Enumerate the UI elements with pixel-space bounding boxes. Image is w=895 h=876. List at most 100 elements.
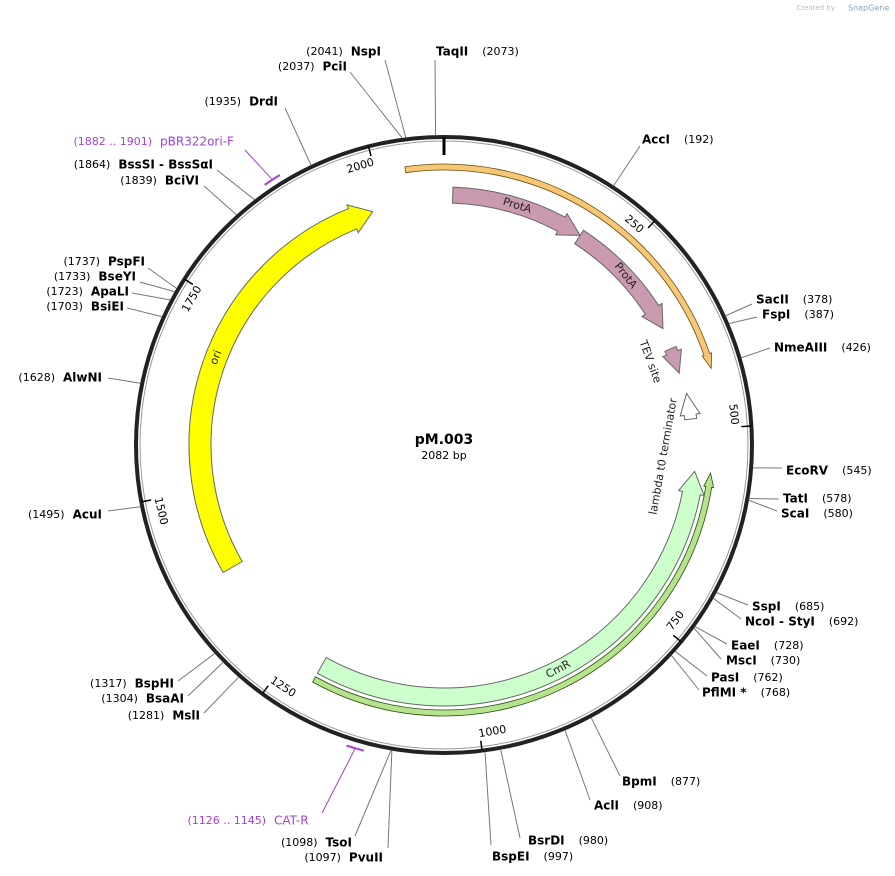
enzyme-name: BpmI xyxy=(622,775,657,789)
enzyme-position: (2041) xyxy=(306,45,343,58)
enzyme-site-line xyxy=(349,71,403,139)
feature-arrow xyxy=(188,204,374,574)
enzyme-name: ApaLI xyxy=(91,285,129,299)
enzyme-name: PflMI * xyxy=(702,686,747,700)
enzyme-site-line xyxy=(748,499,778,512)
enzyme-name: BsiEI xyxy=(91,300,124,314)
enzyme-position: (1723) xyxy=(46,285,83,298)
watermark-brand: SnapGene xyxy=(848,4,889,13)
enzyme-site-line xyxy=(203,185,237,216)
enzyme-name: NcoI - StyI xyxy=(745,615,815,629)
enzyme-name: SspI xyxy=(752,600,781,614)
enzyme-name: AccI xyxy=(642,133,670,147)
tick-mark xyxy=(647,220,656,229)
enzyme-site-line xyxy=(107,377,141,384)
enzyme-site-line xyxy=(693,627,722,660)
tick-mark xyxy=(141,499,152,503)
enzyme-name: EcoRV xyxy=(786,464,829,478)
enzyme-position: (980) xyxy=(579,834,609,847)
enzyme-position: (1935) xyxy=(204,95,241,108)
enzyme-site-line xyxy=(147,267,177,289)
enzyme-position: (1703) xyxy=(46,300,83,313)
tick-mark xyxy=(672,634,682,643)
enzyme-position: (730) xyxy=(771,654,801,667)
enzyme-name: TaqII xyxy=(436,45,468,59)
primer-name: CAT-R xyxy=(274,814,309,828)
enzyme-site-line xyxy=(203,676,239,714)
enzyme-name: TsoI xyxy=(326,836,352,850)
enzyme-site-line xyxy=(434,59,437,136)
enzyme-site-line xyxy=(564,730,591,801)
tick-label: 500 xyxy=(726,403,741,425)
enzyme-name: PspFI xyxy=(108,255,145,269)
enzyme-site-line xyxy=(694,626,728,645)
enzyme-position: (1733) xyxy=(54,270,91,283)
enzyme-site-line xyxy=(131,292,171,301)
enzyme-position: (728) xyxy=(774,639,804,652)
enzyme-position: (1317) xyxy=(90,677,127,690)
tick-label: 2000 xyxy=(345,156,376,176)
enzyme-position: (2037) xyxy=(278,60,315,73)
enzyme-name: PasI xyxy=(711,671,739,685)
enzyme-name: BciVI xyxy=(165,174,199,188)
feature-label: ori xyxy=(207,348,224,366)
enzyme-name: MslI xyxy=(172,709,200,723)
enzyme-position: (387) xyxy=(804,308,834,321)
enzyme-site-line xyxy=(187,662,224,697)
enzyme-name: TatI xyxy=(783,492,808,506)
enzyme-position: (1097) xyxy=(304,851,341,864)
primer-line xyxy=(244,149,272,180)
enzyme-site-line xyxy=(354,750,392,837)
enzyme-position: (1864) xyxy=(74,158,111,171)
tick-mark xyxy=(367,146,372,157)
primer-range: (1126 .. 1145) xyxy=(187,814,266,827)
enzyme-position: (908) xyxy=(633,799,663,812)
enzyme-position: (192) xyxy=(684,133,714,146)
enzyme-name: NspI xyxy=(351,45,381,59)
enzyme-position: (1628) xyxy=(18,371,55,384)
enzyme-site-line xyxy=(725,303,753,317)
enzyme-position: (426) xyxy=(841,341,871,354)
enzyme-name: EaeI xyxy=(731,639,760,653)
enzyme-name: PvuII xyxy=(349,851,383,865)
enzyme-name: ScaI xyxy=(781,507,809,521)
enzyme-position: (762) xyxy=(753,671,783,684)
tick-mark xyxy=(480,740,483,751)
plasmid-name: pM.003 xyxy=(415,432,474,448)
tick-label: 750 xyxy=(664,608,687,633)
enzyme-position: (2073) xyxy=(482,45,519,58)
enzyme-site-line xyxy=(177,653,215,682)
enzyme-name: AlwNI xyxy=(63,371,102,385)
primer-line xyxy=(321,748,356,814)
enzyme-position: (1098) xyxy=(281,836,318,849)
enzyme-site-line xyxy=(741,347,771,359)
enzyme-site-line xyxy=(387,750,393,849)
orf-arc xyxy=(312,471,715,717)
feature-arrow xyxy=(316,470,705,707)
enzyme-name: MscI xyxy=(726,654,757,668)
enzyme-position: (578) xyxy=(822,492,852,505)
enzyme-position: (545) xyxy=(842,464,872,477)
tick-label: 1500 xyxy=(152,496,171,526)
enzyme-name: BseYI xyxy=(98,270,136,284)
enzyme-site-line xyxy=(671,655,700,691)
enzyme-name: BspEI xyxy=(492,850,530,864)
enzyme-site-line xyxy=(716,592,749,606)
enzyme-position: (580) xyxy=(823,507,853,520)
tick-label: 1750 xyxy=(179,283,204,314)
enzyme-name: PciI xyxy=(323,60,348,74)
enzyme-position: (768) xyxy=(761,686,791,699)
tick-mark xyxy=(184,278,194,286)
tick-mark xyxy=(261,685,269,695)
enzyme-site-line xyxy=(729,316,758,324)
primer-arc xyxy=(346,744,365,752)
enzyme-site-line xyxy=(284,107,312,166)
tick-mark xyxy=(741,425,752,428)
enzyme-position: (1839) xyxy=(120,174,157,187)
watermark-prefix: Created by xyxy=(796,4,835,12)
feature-label: TEV site xyxy=(636,338,664,385)
enzyme-name: BsrDI xyxy=(528,834,565,848)
enzyme-position: (1737) xyxy=(63,255,100,268)
enzyme-name: AcuI xyxy=(73,508,102,522)
